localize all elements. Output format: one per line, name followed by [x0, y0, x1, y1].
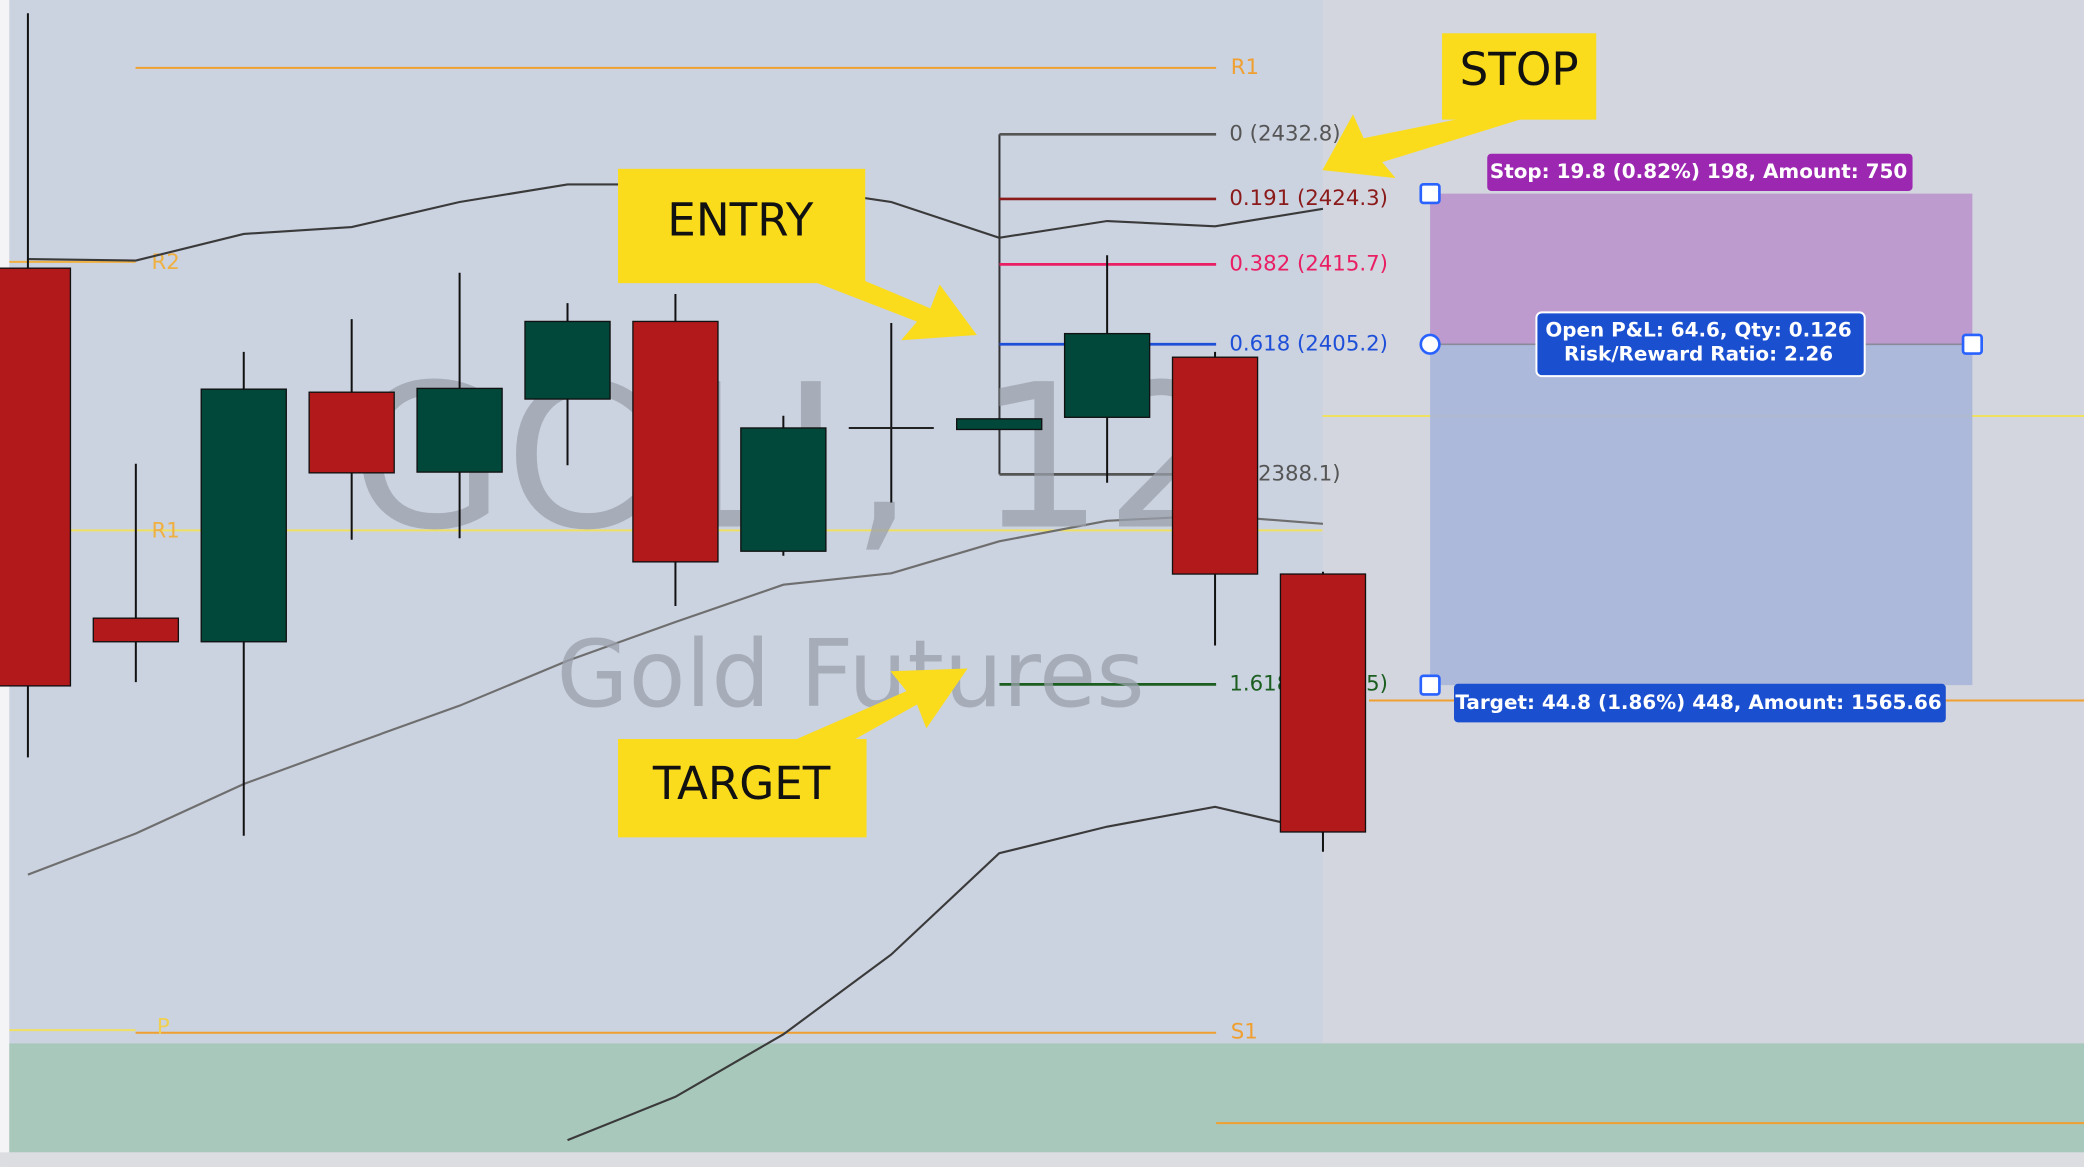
target-zone	[1430, 344, 1973, 686]
fib-label: 0.618 (2405.2)	[1229, 331, 1388, 356]
callout-arrow	[790, 668, 968, 742]
pnl-tag	[1535, 311, 1866, 378]
callout-box	[618, 168, 866, 284]
stop-label: Stop: 19.8 (0.82%) 198, Amount: 750	[1490, 160, 1907, 183]
pivot-label: R1	[152, 519, 180, 544]
candle-body	[92, 617, 180, 643]
target-label: Target: 44.8 (1.86%) 448, Amount: 1565.6…	[1455, 691, 1941, 714]
fib-label: 0.382 (2415.7)	[1229, 251, 1388, 276]
callout-text: STOP	[1460, 43, 1579, 96]
candle-body	[1279, 573, 1367, 833]
candle-body	[308, 391, 395, 474]
candle-body	[1063, 332, 1151, 418]
candle-body	[524, 320, 611, 400]
callout-box	[618, 739, 867, 838]
bottom-edge	[0, 1152, 2084, 1167]
stop-tag	[1487, 153, 1913, 191]
pivot-label: S1	[1231, 1020, 1258, 1045]
candle-body	[1171, 356, 1259, 575]
pivot-label: R2	[152, 250, 180, 275]
pivot-label: P	[157, 1014, 170, 1039]
candle-body	[416, 387, 503, 473]
candle-body	[956, 418, 1043, 431]
handle	[1419, 333, 1441, 355]
candle-body	[740, 427, 827, 552]
handle	[1961, 333, 1983, 355]
handle	[1419, 182, 1441, 205]
rr-label: Risk/Reward Ratio: 2.26	[1564, 342, 1833, 365]
candle-body	[200, 388, 287, 643]
callout-arrow	[810, 280, 977, 341]
fib-label: 0 (2432.8)	[1229, 121, 1340, 146]
candle-body	[0, 267, 72, 687]
fibonacci: 0 (2432.8) 0.191 (2424.3) 0.382 (2415.7) 0.…	[998, 121, 1388, 696]
callout-box	[1442, 33, 1597, 120]
pnl-label: Open P&L: 64.6, Qty: 0.126	[1545, 318, 1851, 341]
candles	[0, 13, 1367, 852]
zone-band	[9, 1043, 2084, 1153]
watermark-name: Gold Futures	[557, 620, 1145, 728]
fib-label: 0.191 (2424.3)	[1229, 186, 1388, 211]
callout-text: TARGET	[652, 757, 831, 810]
candle-body	[632, 320, 719, 563]
lower-band	[567, 805, 1324, 1142]
pivot-labels: R1 R2 R1 P S1	[152, 55, 1260, 1045]
target-tag	[1454, 683, 1946, 723]
position-tool: Stop: 19.8 (0.82%) 198, Amount: 750 Open …	[1419, 153, 1983, 723]
callout-text: ENTRY	[667, 193, 813, 246]
pivot-label: R1	[1231, 55, 1259, 80]
handle	[1419, 674, 1441, 696]
callout-arrow	[1322, 114, 1529, 179]
callouts: STOP ENTRY TARGET	[618, 33, 1597, 838]
